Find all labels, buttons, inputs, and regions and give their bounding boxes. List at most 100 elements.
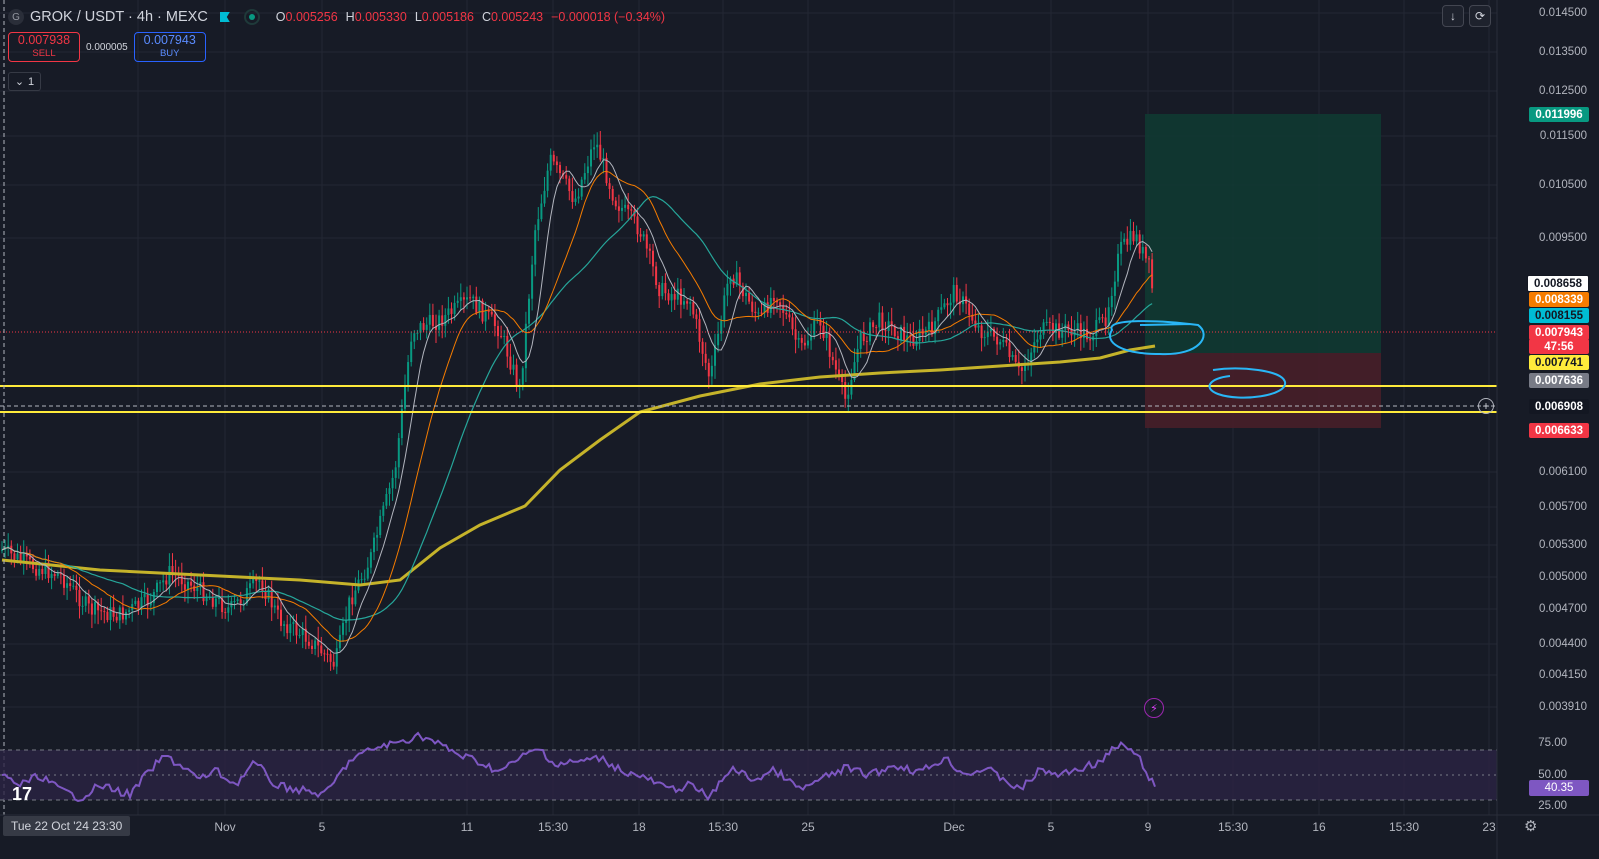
candle (478, 296, 481, 319)
candle (205, 593, 208, 606)
candle (673, 282, 676, 310)
candle (16, 543, 19, 564)
candle (869, 317, 871, 346)
low-value: 0.005186 (421, 10, 474, 24)
buy-button[interactable]: 0.007943 BUY (133, 32, 206, 62)
price-label: 0.008658 (1527, 275, 1589, 292)
price-label: 47:56 (1529, 339, 1589, 354)
candle (146, 587, 149, 619)
time-tick: 18 (632, 820, 646, 834)
flag-icon[interactable] (219, 12, 230, 22)
candle (599, 130, 602, 162)
candle (695, 308, 698, 329)
candle (388, 482, 391, 506)
candle (326, 648, 329, 663)
candle (1104, 307, 1107, 336)
sell-button[interactable]: 0.007938 SELL (8, 32, 80, 62)
candle (1070, 316, 1073, 345)
candle (283, 620, 286, 637)
candle (1058, 313, 1061, 340)
tradingview-logo[interactable]: 17 (12, 784, 33, 804)
candle (125, 609, 127, 625)
rsi-level-50: 50.00 (1538, 769, 1567, 781)
candle (50, 567, 53, 590)
candle (320, 636, 323, 656)
candle (1089, 332, 1092, 350)
candle (571, 177, 574, 209)
gear-icon[interactable]: ⚙ (1524, 818, 1538, 835)
candle (658, 282, 661, 309)
market-status-icon[interactable] (243, 9, 260, 25)
candle (416, 329, 419, 341)
candle (1061, 323, 1064, 347)
candle (652, 243, 654, 277)
candle (214, 594, 217, 617)
rsi-level-75: 75.00 (1538, 737, 1567, 749)
candle (227, 594, 230, 622)
trade-panel: 0.007938 SELL 0.000005 0.007943 BUY (8, 32, 206, 62)
candle (751, 293, 754, 317)
refresh-icon[interactable]: ⟳ (1469, 5, 1491, 27)
candle (379, 509, 382, 539)
symbol-logo[interactable]: G (8, 9, 24, 25)
price-tick: 0.011500 (1539, 130, 1587, 142)
candle (187, 578, 189, 604)
candle (531, 255, 534, 311)
candle (1123, 233, 1126, 245)
candle (317, 626, 320, 658)
symbol-title[interactable]: GROK / USDT · 4h · MEXC (30, 9, 208, 25)
high-value: 0.005330 (354, 10, 407, 24)
candle (1141, 234, 1144, 261)
hand-drawn-ellipse[interactable] (1109, 320, 1205, 356)
long-position-profit-zone[interactable] (1145, 114, 1381, 353)
candle (1148, 255, 1150, 274)
price-tick: 0.006100 (1539, 466, 1587, 478)
candle (1008, 328, 1011, 363)
candle (528, 294, 530, 330)
candle (487, 305, 490, 320)
candle (335, 640, 338, 675)
candle (580, 176, 583, 201)
price-label: 0.007741 (1529, 355, 1589, 370)
candle (769, 287, 772, 319)
candle (878, 302, 881, 332)
candle (865, 336, 868, 355)
candle (614, 197, 617, 210)
long-position-loss-zone[interactable] (1145, 353, 1381, 428)
candle (707, 358, 710, 389)
candle (338, 625, 341, 652)
indicators-toggle[interactable]: ⌄ 1 (8, 72, 41, 91)
candle (927, 312, 930, 342)
candle (968, 298, 971, 327)
candle (280, 599, 282, 632)
price-tick: 0.004150 (1539, 669, 1587, 681)
hand-drawn-ellipse[interactable] (1208, 367, 1286, 399)
candle (611, 185, 614, 206)
candle (109, 596, 112, 631)
lightning-icon[interactable]: ⚡ (1144, 698, 1164, 718)
candle (419, 321, 422, 341)
candle (583, 163, 586, 184)
candle (590, 139, 592, 176)
candle (686, 298, 689, 310)
candle (785, 304, 788, 320)
candle (472, 294, 475, 310)
candle (165, 572, 168, 592)
arrow-down-icon[interactable]: ↓ (1442, 5, 1464, 27)
candle (683, 288, 685, 309)
ma-fast-line (1, 159, 1153, 654)
plus-icon[interactable]: + (1478, 398, 1494, 414)
candle (323, 649, 326, 662)
candle (66, 575, 69, 600)
candle (1, 541, 3, 554)
candle (512, 354, 515, 376)
price-tick: 0.010500 (1539, 179, 1587, 191)
candle (621, 199, 623, 222)
candle (363, 569, 366, 583)
candle (763, 297, 766, 318)
candle (605, 152, 608, 186)
candle (577, 188, 580, 204)
candle (524, 311, 527, 383)
candle (636, 207, 639, 243)
